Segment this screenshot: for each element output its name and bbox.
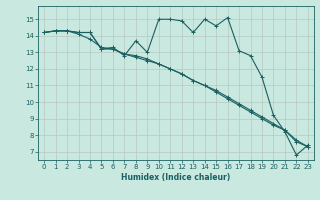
X-axis label: Humidex (Indice chaleur): Humidex (Indice chaleur) xyxy=(121,173,231,182)
